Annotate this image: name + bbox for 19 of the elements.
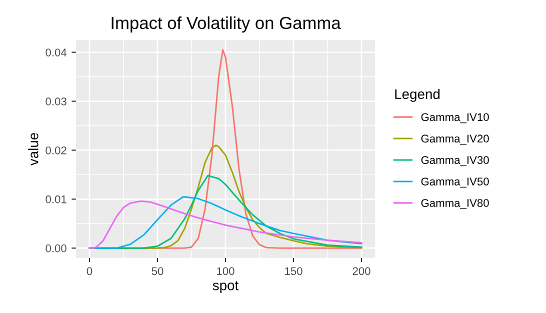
chart-title: Impact of Volatility on Gamma xyxy=(112,16,341,33)
x-tick-label: 100 xyxy=(217,267,234,276)
y-tick-label: 0.01 xyxy=(46,195,66,204)
x-tick-label: 0 xyxy=(86,267,92,276)
x-tick-label: 150 xyxy=(285,267,302,276)
legend-label: Gamma_IV50 xyxy=(421,178,489,188)
legend-label: Gamma_IV30 xyxy=(421,156,489,166)
x-axis-title: spot xyxy=(212,281,239,294)
y-tick-label: 0.00 xyxy=(46,244,66,252)
x-tick-label: 50 xyxy=(152,267,164,276)
legend-label: Gamma_IV10 xyxy=(421,113,489,124)
legend-label: Gamma_IV80 xyxy=(421,199,489,210)
x-tick-label: 200 xyxy=(352,267,370,276)
y-tick-label: 0.03 xyxy=(46,98,66,106)
y-tick-label: 0.04 xyxy=(46,48,67,56)
y-axis-title: value xyxy=(28,133,38,166)
legend-title: Legend xyxy=(395,88,440,102)
y-tick-label: 0.02 xyxy=(46,146,66,154)
legend-label: Gamma_IV20 xyxy=(421,134,489,145)
